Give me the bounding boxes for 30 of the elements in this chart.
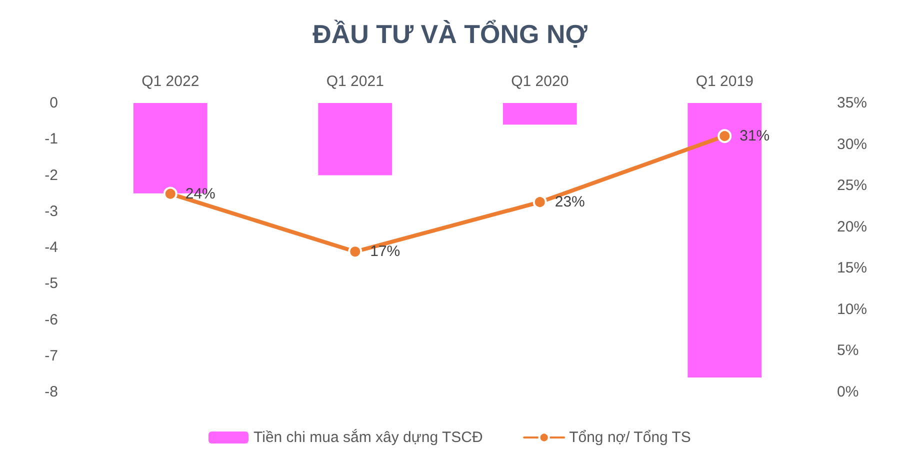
point xyxy=(718,129,732,144)
y-tick-label: 0 xyxy=(50,94,58,112)
y2-tick-label: 10% xyxy=(837,300,868,318)
y-tick-label: -2 xyxy=(44,166,58,184)
y-tick-label: -7 xyxy=(44,347,58,364)
y-tick-label: -3 xyxy=(44,202,58,220)
y2-tick-label: 20% xyxy=(837,218,868,236)
x-tick-label: Q1 2020 xyxy=(511,73,569,90)
y-tick-label: -6 xyxy=(44,311,58,328)
data-label: 17% xyxy=(370,243,400,260)
y2-tick-label: 35% xyxy=(837,94,868,112)
y-tick-label: -5 xyxy=(44,275,58,292)
x-tick-label: Q1 2019 xyxy=(696,73,754,90)
point xyxy=(163,186,178,201)
data-label: 23% xyxy=(554,194,585,211)
x-tick-label: Q1 2021 xyxy=(326,73,384,90)
point xyxy=(532,195,547,210)
x-tick-label: Q1 2022 xyxy=(142,73,200,90)
legend-label: Tiền chi mua sắm xây dựng TSCĐ xyxy=(254,428,483,446)
y-tick-label: -8 xyxy=(44,384,58,400)
y-tick-label: -1 xyxy=(44,130,58,148)
y2-tick-label: 5% xyxy=(837,342,859,360)
y2-tick-label: 30% xyxy=(837,136,868,153)
y2-tick-label: 0% xyxy=(837,384,859,400)
y-tick-label: -4 xyxy=(44,239,58,256)
point xyxy=(348,244,362,259)
y2-tick-label: 15% xyxy=(837,260,868,277)
chart-title: ĐẦU TƯ VÀ TỔNG NỢ xyxy=(312,19,588,49)
y2-tick-label: 25% xyxy=(837,177,868,194)
legend-label: Tổng nợ/ Tổng TS xyxy=(569,429,691,446)
